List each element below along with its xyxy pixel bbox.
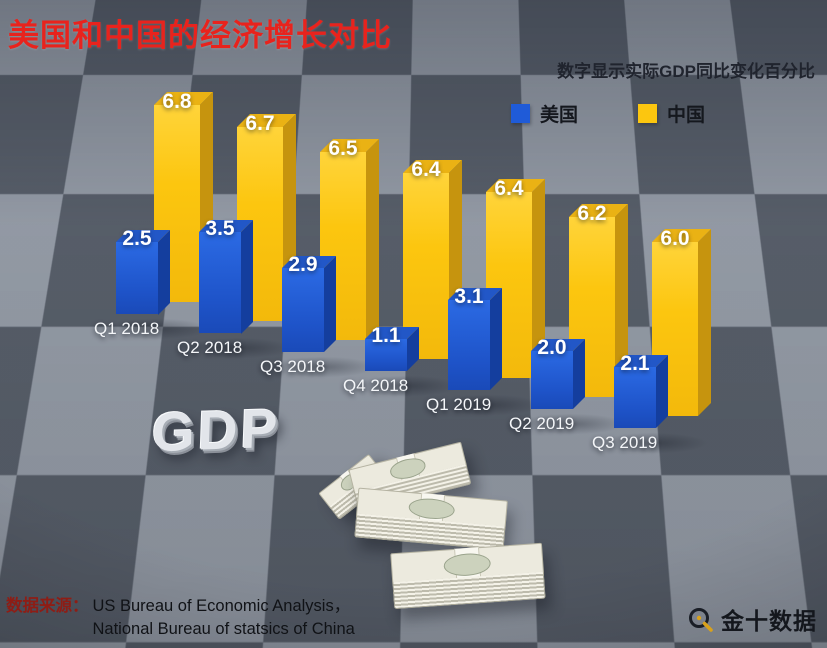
legend-swatch-cn: [637, 104, 657, 123]
bar-value-label: 6.4: [494, 177, 524, 201]
legend-label-us: 美国: [539, 105, 578, 126]
data-source: 数据来源： US Bureau of Economic Analysis， Na…: [6, 595, 355, 640]
category-label: Q2 2019: [509, 414, 575, 433]
bar-us: 1.1: [365, 324, 419, 371]
source-line-2: National Bureau of statsics of China: [92, 619, 355, 638]
bar-value-label: 6.2: [577, 202, 607, 226]
page-title: 美国和中国的经济增长对比: [8, 18, 392, 53]
bar-face-front: [116, 241, 158, 314]
bar-face-front: [531, 351, 573, 409]
bar-face-side: [158, 229, 170, 314]
gdp-3d-text: GDP: [150, 396, 282, 464]
bar-value-label: 1.1: [371, 324, 401, 348]
category-label: Q3 2019: [592, 433, 658, 452]
legend-item-us: 美国: [510, 100, 578, 127]
bar-us: 2.9: [282, 253, 336, 352]
bar-face-front: [365, 339, 407, 371]
bar-value-label: 6.8: [162, 89, 192, 113]
brand: 金十数据: [687, 602, 817, 636]
bar-face-side: [698, 229, 711, 416]
bar-value-label: 2.1: [620, 352, 650, 376]
bar-cn: 6.4: [486, 177, 545, 378]
bar-us: 2.1: [614, 352, 668, 428]
bar-value-label: 2.0: [537, 336, 567, 359]
bar-value-label: 6.5: [328, 136, 358, 160]
category-label: Q1 2018: [94, 319, 160, 338]
source-label: 数据来源：: [6, 597, 89, 616]
bar-value-label: 6.7: [245, 111, 275, 135]
bar-face-front: [614, 367, 656, 428]
category-label: Q1 2019: [426, 395, 492, 414]
bar-face-side: [490, 288, 502, 390]
bar-value-label: 2.9: [288, 252, 318, 276]
legend-swatch-us: [510, 104, 530, 123]
bar-face-front: [282, 267, 324, 352]
bar-face-side: [573, 339, 585, 409]
bar-face-side: [241, 219, 253, 333]
bill-seal: [407, 496, 456, 522]
brand-name: 金十数据: [721, 608, 817, 634]
category-label: Q2 2018: [177, 338, 243, 357]
bar-shadow: [580, 428, 730, 458]
jinshi-logo-icon: [689, 607, 713, 632]
bar-us: 2.0: [531, 336, 585, 409]
bar-us: 2.5: [116, 227, 170, 314]
category-label: Q4 2018: [343, 376, 409, 395]
bar-face-side: [324, 255, 336, 352]
chart-subtitle: 数字显示实际GDP同比变化百分比: [557, 62, 815, 81]
bar-face-side: [366, 138, 379, 340]
bar-value-label: 6.4: [411, 158, 441, 182]
bar-value-label: 3.5: [205, 216, 235, 240]
bar-face-front: [448, 300, 490, 390]
bill-seal: [442, 551, 492, 578]
legend: 美国 中国: [510, 100, 705, 127]
bar-face-front: [199, 231, 241, 333]
bar-value-label: 3.1: [454, 285, 484, 309]
bar-value-label: 6.0: [660, 227, 690, 250]
legend-label-cn: 中国: [666, 105, 705, 126]
bar-face-side: [656, 355, 668, 428]
legend-item-cn: 中国: [637, 100, 705, 127]
source-line-1: US Bureau of Economic Analysis，: [92, 597, 351, 616]
money-stack-bottom: [390, 542, 546, 610]
bar-value-label: 2.5: [122, 226, 152, 250]
bar-us: 3.5: [199, 217, 253, 333]
bar-us: 3.1: [448, 285, 502, 390]
category-label: Q3 2018: [260, 357, 326, 376]
